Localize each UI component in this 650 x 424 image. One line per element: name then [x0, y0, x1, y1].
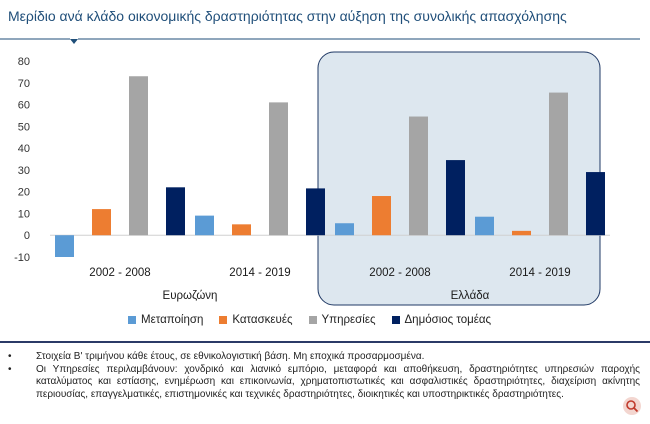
x-category-label: 2014 - 2019 [509, 267, 570, 279]
bar-chart: -10 0 10 20 30 40 50 60 70 80 2002 - 2008 2014 - 20… [14, 51, 610, 306]
legend-label: Μεταποίηση [141, 314, 204, 326]
y-tick-label: 80 [18, 56, 30, 68]
legend-item-services: Υπηρεσίες [308, 314, 376, 326]
x-category-label: 2002 - 2008 [89, 267, 150, 279]
x-category-label: 2014 - 2019 [229, 267, 290, 279]
legend-label: Υπηρεσίες [321, 314, 376, 326]
bar [166, 187, 185, 236]
bar [92, 209, 111, 236]
chart-legend: Μεταποίηση Κατασκευές Υπηρεσίες Δημόσιος… [128, 314, 491, 326]
legend-item-manufacturing: Μεταποίηση [128, 314, 203, 326]
legend-swatch [219, 316, 228, 324]
legend-swatch [391, 316, 400, 324]
bar [475, 216, 494, 236]
legend-item-construction: Κατασκευές [219, 314, 293, 326]
y-tick-label: 30 [18, 165, 30, 177]
magnifier-badge-icon [623, 397, 641, 415]
y-tick-label: 60 [18, 100, 30, 112]
bullet-glyph: • [8, 351, 12, 362]
bar [409, 116, 428, 236]
footnote-item: • Στοιχεία Β' τριμήνου κάθε έτους, σε εθ… [8, 351, 640, 364]
bar [195, 215, 214, 236]
legend-label: Δημόσιος τομέας [404, 314, 492, 326]
legend-swatch [308, 316, 317, 324]
bar [335, 223, 354, 236]
footnote-text: Οι Υπηρεσίες περιλαμβάνουν: χονδρικό και… [36, 363, 640, 400]
bar [512, 230, 531, 236]
y-tick-label: 20 [18, 187, 30, 199]
bar [306, 188, 325, 236]
y-tick-label: 50 [18, 121, 30, 133]
bar [55, 235, 74, 257]
legend-item-public-sector: Δημόσιος τομέας [391, 314, 492, 326]
y-tick-label: 40 [18, 143, 30, 155]
y-tick-label: 10 [18, 208, 30, 220]
bar [269, 102, 288, 236]
bar [549, 92, 568, 236]
bar [586, 172, 605, 236]
bar [232, 224, 251, 236]
bar [129, 76, 148, 236]
section-divider [0, 341, 650, 343]
chart-title: Μερίδιο ανά κλάδο οικονομικής δραστηριότ… [8, 8, 567, 24]
x-category-label: 2002 - 2008 [369, 267, 430, 279]
footnote-text: Στοιχεία Β' τριμήνου κάθε έτους, σε εθνι… [36, 351, 425, 362]
footnote-item: • Οι Υπηρεσίες περιλαμβάνουν: χονδρικό κ… [8, 364, 640, 402]
y-tick-label: 70 [18, 78, 30, 90]
bar [446, 160, 465, 236]
x-group-label: Ελλάδα [451, 290, 490, 302]
footnotes: • Στοιχεία Β' τριμήνου κάθε έτους, σε εθ… [8, 351, 640, 401]
bullet-glyph: • [8, 363, 12, 375]
bar [372, 196, 391, 236]
legend-label: Κατασκευές [232, 314, 293, 326]
y-tick-label: -10 [14, 252, 30, 264]
y-tick-label: 0 [24, 230, 30, 242]
legend-swatch [128, 316, 136, 324]
x-group-label: Ευρωζώνη [163, 290, 218, 302]
